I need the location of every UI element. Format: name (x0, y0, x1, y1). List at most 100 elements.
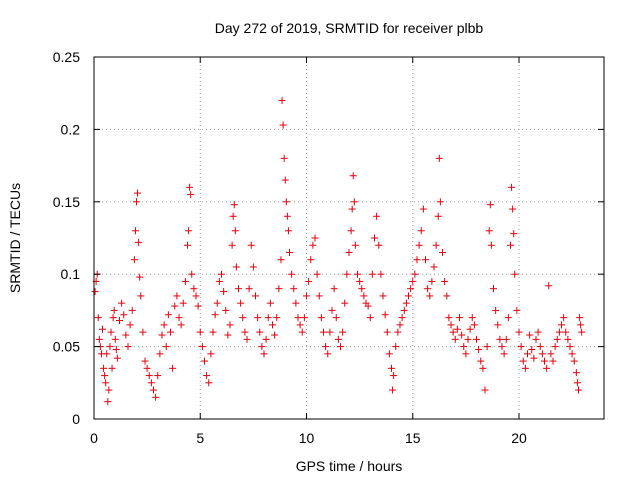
data-point (468, 314, 476, 322)
data-point (451, 335, 459, 343)
data-point (436, 198, 444, 206)
data-point (286, 248, 293, 256)
data-point (334, 335, 342, 343)
data-point (343, 270, 351, 278)
data-point (356, 277, 364, 285)
data-point (456, 314, 463, 322)
data-point (417, 227, 425, 235)
data-point (120, 311, 128, 319)
data-point (360, 292, 368, 300)
data-point (283, 212, 291, 220)
data-point (477, 357, 485, 365)
data-point (269, 321, 276, 329)
data-point (256, 328, 264, 336)
data-point (271, 331, 279, 339)
data-point (260, 350, 268, 358)
data-point (407, 285, 415, 293)
data-point (126, 321, 134, 329)
data-point (211, 311, 219, 319)
data-point (181, 277, 189, 285)
data-point (282, 198, 290, 206)
data-point (413, 256, 421, 264)
data-point (545, 282, 553, 290)
data-point (231, 227, 239, 235)
data-point (179, 299, 187, 307)
y-tick-label: 0.2 (61, 121, 81, 137)
data-point (194, 302, 202, 310)
data-point (160, 321, 168, 329)
data-point (258, 343, 266, 351)
data-point (517, 343, 525, 351)
data-point (311, 234, 319, 242)
data-point (203, 372, 211, 380)
data-point (94, 314, 102, 322)
data-point (368, 270, 376, 278)
data-point (128, 306, 136, 314)
data-point (201, 357, 208, 365)
data-point (103, 350, 111, 358)
data-point (116, 317, 123, 325)
data-point (441, 277, 449, 285)
x-tick-label: 10 (299, 430, 315, 446)
data-point (551, 343, 559, 351)
data-point (232, 263, 240, 271)
data-point (394, 328, 402, 336)
data-point (95, 335, 103, 343)
data-point (154, 372, 162, 380)
data-point (152, 393, 160, 401)
data-point (143, 364, 151, 372)
data-point (568, 350, 576, 358)
data-point (375, 241, 383, 249)
data-point (449, 328, 457, 336)
data-point (462, 350, 470, 358)
data-point (381, 311, 389, 319)
data-point (364, 302, 372, 310)
data-point (388, 364, 395, 372)
data-point (577, 321, 585, 329)
data-point (543, 364, 551, 372)
data-point (292, 299, 300, 307)
data-point (109, 314, 117, 322)
y-tick-label: 0 (72, 411, 80, 427)
x-tick-label: 0 (90, 430, 98, 446)
data-point (243, 335, 251, 343)
data-point (479, 364, 487, 372)
data-point (349, 172, 357, 180)
data-point (322, 343, 330, 351)
data-point (106, 343, 114, 351)
data-point (205, 379, 213, 387)
data-point (247, 241, 255, 249)
data-points (91, 96, 586, 406)
data-point (110, 306, 118, 314)
data-point (278, 96, 286, 104)
data-point (198, 343, 206, 351)
data-point (519, 357, 527, 365)
data-point (513, 306, 521, 314)
data-point (435, 154, 443, 162)
data-point (549, 357, 557, 365)
data-point (288, 270, 296, 278)
data-point (385, 350, 393, 358)
data-point (458, 331, 466, 339)
data-point (104, 398, 112, 406)
x-axis-label: GPS time / hours (296, 458, 403, 474)
data-point (405, 292, 412, 300)
data-point (470, 321, 478, 329)
data-point (358, 285, 366, 293)
data-point (118, 299, 126, 307)
data-point (475, 345, 483, 353)
data-point (158, 331, 166, 339)
data-point (447, 321, 455, 329)
data-point (509, 205, 517, 213)
data-point (345, 248, 353, 256)
data-point (229, 212, 237, 220)
data-point (432, 241, 440, 249)
y-tick-label: 0.25 (53, 49, 80, 65)
data-point (226, 321, 234, 329)
data-point (249, 263, 257, 271)
x-tick-label: 5 (196, 430, 204, 446)
data-point (392, 343, 400, 351)
data-point (350, 198, 358, 206)
data-point (156, 350, 164, 358)
